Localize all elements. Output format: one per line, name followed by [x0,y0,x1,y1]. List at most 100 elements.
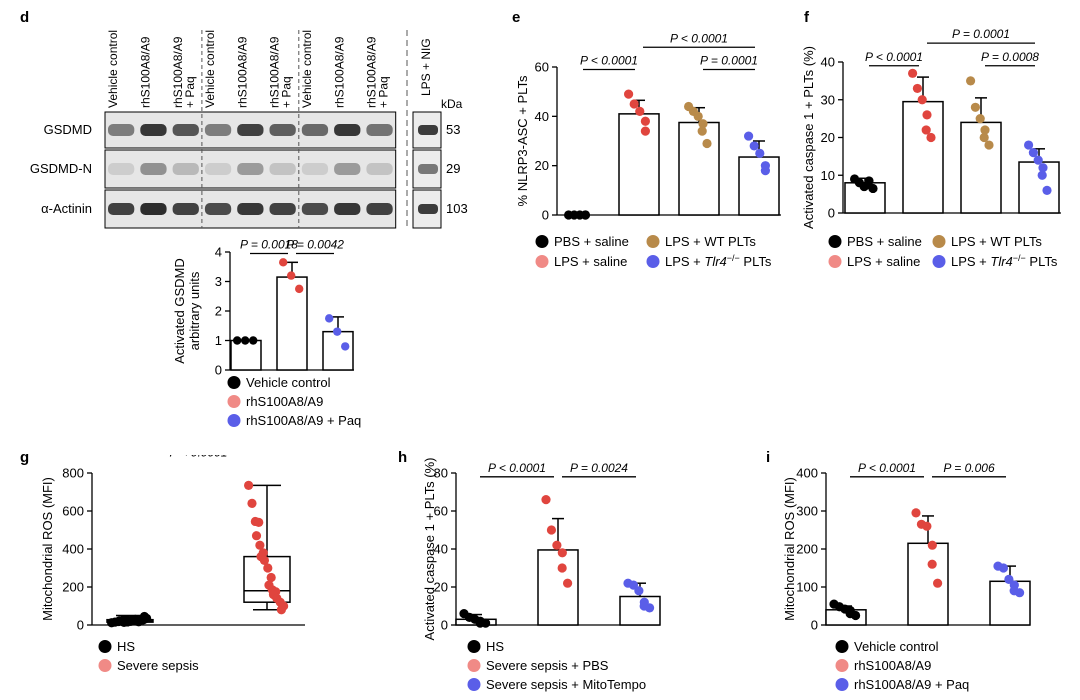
blot-band [237,163,264,175]
y-tick-label: 0 [828,206,835,221]
data-point [241,336,250,345]
legend-marker [467,640,481,653]
data-point [233,336,242,345]
lane-label: + Paq [280,76,294,108]
legend-label: HS [117,639,135,654]
data-point [755,148,765,158]
chart-g: 0 200 400 600 800 Mitochondrial ROS (MFI) P < … [40,455,305,673]
legend-marker [835,678,849,691]
data-point [966,76,976,86]
blot-band [334,124,361,136]
data-point [635,106,645,116]
data-point [263,563,273,573]
blot-band [334,203,361,215]
legend-label: PBS + saline [554,234,629,249]
legend-label: LPS + Tlr4−/− PLTs [665,253,772,269]
y-axis-label: Activated caspase 1 + PLTs (%) [422,458,437,641]
data-point [1038,163,1048,173]
y-tick-label: 300 [796,504,818,519]
blot-band [140,124,167,136]
legend-marker [835,659,849,672]
bar [618,113,660,216]
legend-marker [227,376,241,389]
data-point [139,611,149,622]
legend-marker [932,235,946,248]
y-tick-label: 20 [535,158,549,173]
data-point [1015,588,1025,598]
data-point [980,125,990,135]
y-tick-label: 400 [62,542,84,557]
p-value-label: P = 0.0024 [570,461,628,475]
data-point [697,126,707,136]
legend-label: HS [486,639,504,654]
legend-marker [227,414,241,427]
lane-label: Vehicle control [106,30,120,108]
data-point [868,183,878,194]
blot-band [237,124,264,136]
blot-row-label: α-Actinin [41,201,92,216]
y-axis-label: Mitochondrial ROS (MFI) [782,477,797,621]
blot-band [366,203,393,215]
data-point [255,540,265,550]
data-point [698,119,708,129]
bar [678,121,720,216]
y-tick-label: 0 [542,208,549,223]
data-point [557,548,567,558]
legend-label: LPS + WT PLTs [665,234,756,249]
data-point [933,578,943,588]
blot-band [301,163,329,175]
bar [989,580,1031,626]
data-point [702,138,712,149]
lane-label-control: LPS + NIG [419,38,433,96]
data-point [341,342,350,351]
y-axis-label: arbitrary units [187,271,202,350]
blot-band-control [418,164,438,174]
y-tick-label: 0 [441,618,448,633]
chart-f: 0 10 20 30 40 Activated caspase 1 + PLTs (%) P… [801,27,1061,269]
blot-kda-value: 103 [446,201,468,216]
blot-band [366,124,393,136]
lane-label: + Paq [377,76,391,108]
y-tick-label: 10 [821,168,835,183]
data-point [744,131,754,141]
legend-label: PBS + saline [847,234,922,249]
legend-label: LPS + saline [554,254,627,269]
data-point [247,498,257,508]
data-point [251,531,262,541]
panel-letter-h: h [398,449,407,466]
data-point [295,284,304,294]
p-value-label: P < 0.0001 [670,31,728,45]
data-point [1028,148,1038,158]
y-tick-label: 0 [811,618,818,633]
data-point [563,578,573,588]
y-axis-label: % NLRP3-ASC + PLTs [515,75,530,206]
blot-band [269,124,296,136]
data-point [922,521,932,531]
data-point [259,555,270,565]
y-tick-label: 40 [535,109,549,124]
blot-band [108,163,135,175]
lane-label: Vehicle control [203,30,217,108]
p-value-label: P < 0.0001 [858,461,916,475]
y-tick-label: 80 [434,466,448,481]
blot-band [204,203,232,215]
legend-marker [646,235,660,248]
blot-row-label: GSDMD [44,122,92,137]
blot-band [237,203,264,215]
data-point [333,327,342,336]
y-tick-label: 200 [62,580,84,595]
y-tick-label: 800 [62,466,84,481]
data-point [557,563,567,573]
y-tick-label: 100 [796,580,818,595]
legend-label: rhS100A8/A9 [854,658,931,673]
data-point [851,610,861,621]
legend-label: Severe sepsis [117,658,199,673]
y-tick-label: 40 [821,55,835,70]
p-value-label: P < 0.0001 [580,53,638,67]
data-point [984,140,994,150]
p-value-label: P = 0.0001 [700,53,758,67]
data-point [975,114,985,124]
data-point [908,68,918,78]
legend-marker [98,659,112,672]
